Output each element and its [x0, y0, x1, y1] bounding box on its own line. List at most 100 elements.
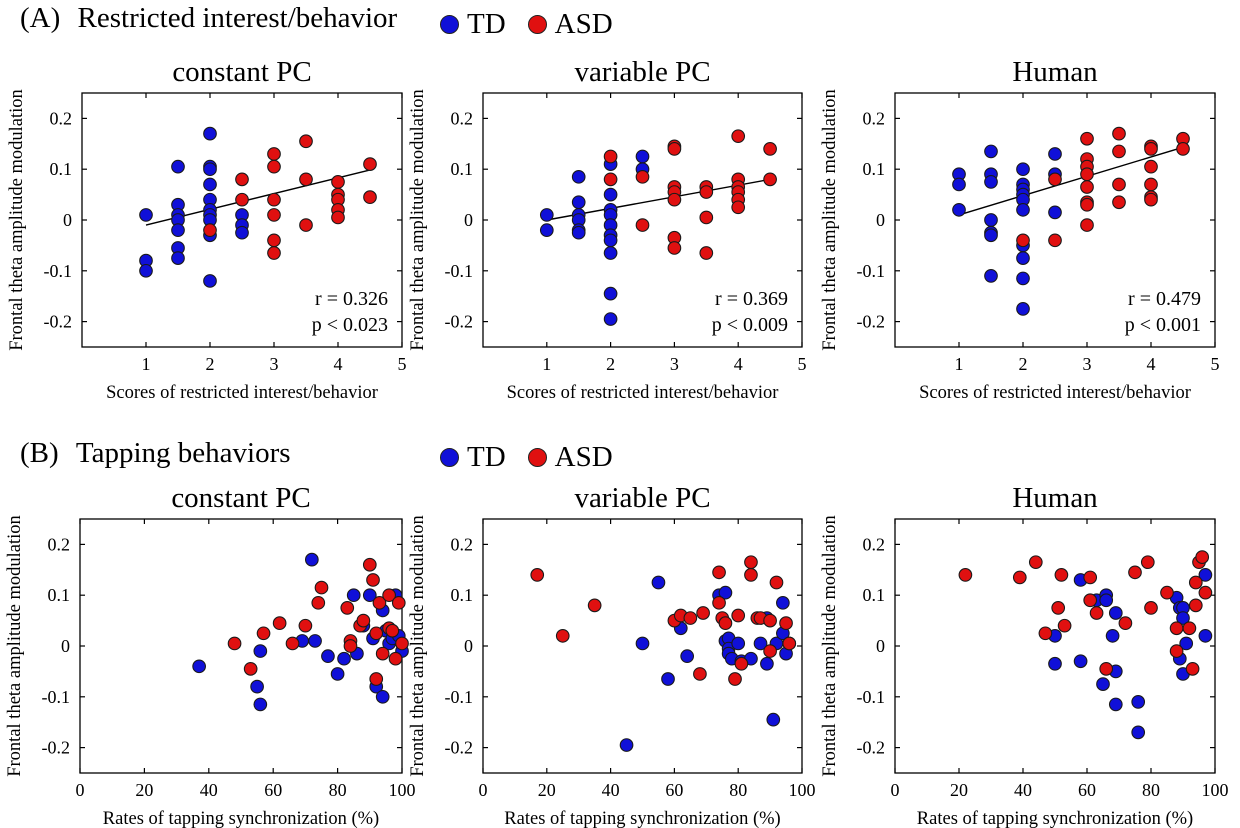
- data-point-td: [1096, 677, 1110, 691]
- data-point-asd: [712, 595, 726, 610]
- x-axis-label: Scores of restricted interest/behavior: [919, 383, 1191, 403]
- data-point-td: [603, 233, 618, 248]
- data-point-asd: [267, 159, 281, 174]
- data-point-td: [1016, 251, 1030, 265]
- data-point-td: [1073, 654, 1088, 669]
- data-point-asd: [363, 157, 377, 171]
- y-tick-label: 0.2: [451, 108, 474, 128]
- data-point-td: [171, 223, 185, 238]
- data-point-asd: [1012, 570, 1027, 585]
- data-point-td: [952, 177, 966, 192]
- stats-annotation: p < 0.009: [712, 314, 788, 336]
- x-axis-label: Rates of tapping synchronization (%): [103, 809, 379, 828]
- data-point-asd: [731, 200, 746, 215]
- data-point-td: [952, 202, 966, 217]
- data-point-asd: [1080, 218, 1094, 232]
- stats-annotation: r = 0.479: [1128, 288, 1201, 310]
- data-point-td: [753, 636, 768, 651]
- data-point-asd: [1188, 575, 1203, 590]
- data-point-td: [1198, 628, 1213, 643]
- data-point-asd: [375, 646, 390, 661]
- y-tick-label: -0.1: [857, 261, 886, 281]
- data-point-td: [203, 274, 217, 288]
- data-point-asd: [1048, 233, 1062, 248]
- data-point-asd: [382, 588, 396, 603]
- data-point-asd: [331, 210, 345, 225]
- y-tick-label: 0: [63, 210, 72, 230]
- data-point-asd: [267, 246, 281, 260]
- x-tick-label: 2: [1019, 354, 1028, 374]
- y-axis-label: Frontal theta amplitude modulation: [408, 89, 428, 351]
- y-tick-label: 0.1: [863, 585, 886, 605]
- data-point-asd: [1054, 568, 1069, 582]
- x-tick-label: 80: [1142, 780, 1160, 800]
- x-tick-label: 100: [1202, 780, 1229, 800]
- data-point-asd: [779, 616, 793, 630]
- data-point-asd: [587, 598, 602, 613]
- chart-title: constant PC: [172, 56, 311, 88]
- data-point-asd: [285, 636, 300, 651]
- data-point-asd: [1144, 159, 1158, 174]
- x-tick-label: 5: [798, 354, 807, 374]
- data-point-asd: [372, 595, 387, 610]
- legend-asd-marker: [527, 15, 547, 34]
- data-point-td: [571, 169, 586, 184]
- x-tick-label: 3: [270, 354, 279, 374]
- data-point-td: [203, 177, 217, 192]
- x-tick-label: 0: [76, 780, 85, 800]
- data-point-asd: [385, 623, 400, 638]
- data-point-td: [603, 187, 618, 202]
- plot-frame: [894, 518, 1216, 774]
- data-point-td: [1198, 568, 1213, 582]
- legend-td-marker: [440, 448, 459, 467]
- data-point-asd: [299, 134, 313, 149]
- y-tick-label: -0.2: [445, 738, 474, 758]
- data-point-asd: [1112, 144, 1126, 159]
- y-tick-label: 0: [464, 636, 473, 656]
- data-point-asd: [1051, 601, 1066, 615]
- y-tick-label: -0.1: [44, 261, 73, 281]
- data-point-asd: [744, 555, 758, 570]
- data-point-asd: [1188, 598, 1203, 613]
- data-point-asd: [1140, 555, 1155, 570]
- y-tick-label: 0.2: [451, 534, 474, 554]
- legend-b: TD ASD: [440, 441, 635, 474]
- section-a-letter: (A): [20, 2, 61, 34]
- data-point-asd: [693, 667, 707, 681]
- chart-A1: constant PC -0.2 -0.1 0 0.1 0.2 1 2 3 4 5 Scores of…: [7, 56, 407, 403]
- data-point-asd: [331, 175, 345, 189]
- data-point-asd: [1089, 606, 1104, 620]
- data-point-td: [635, 149, 650, 164]
- x-tick-label: 0: [479, 780, 488, 800]
- data-point-asd: [314, 580, 329, 595]
- data-point-asd: [1083, 593, 1098, 608]
- chart-B2: variable PC -0.2 -0.1 0 0.1 0.2 0 20 40 60 80 100 Ra…: [408, 482, 816, 828]
- data-point-td: [1176, 611, 1190, 625]
- data-point-asd: [734, 656, 749, 671]
- y-tick-label: 0.1: [50, 159, 73, 179]
- data-point-td: [253, 644, 268, 658]
- y-tick-label: -0.2: [44, 312, 73, 332]
- data-point-td: [139, 208, 153, 222]
- data-point-td: [619, 738, 634, 752]
- x-tick-label: 20: [538, 780, 556, 800]
- data-point-asd: [340, 601, 355, 615]
- y-tick-label: -0.1: [445, 687, 474, 707]
- data-point-asd: [299, 218, 313, 232]
- data-point-td: [603, 246, 618, 260]
- data-point-asd: [1195, 550, 1210, 564]
- y-tick-label: -0.1: [445, 261, 474, 281]
- data-point-asd: [1112, 126, 1126, 141]
- data-point-asd: [267, 208, 281, 222]
- data-point-asd: [603, 172, 618, 187]
- data-point-td: [308, 634, 322, 648]
- legend-td-label: TD: [467, 8, 506, 40]
- x-tick-label: 4: [1147, 354, 1156, 374]
- chart-title: variable PC: [574, 482, 710, 514]
- data-point-asd: [731, 608, 746, 623]
- y-axis-label: Frontal theta amplitude modulation: [408, 515, 428, 777]
- y-tick-label: 0.2: [863, 534, 886, 554]
- data-point-td: [651, 575, 666, 590]
- stats-annotation: r = 0.326: [315, 288, 388, 310]
- data-point-td: [539, 208, 554, 222]
